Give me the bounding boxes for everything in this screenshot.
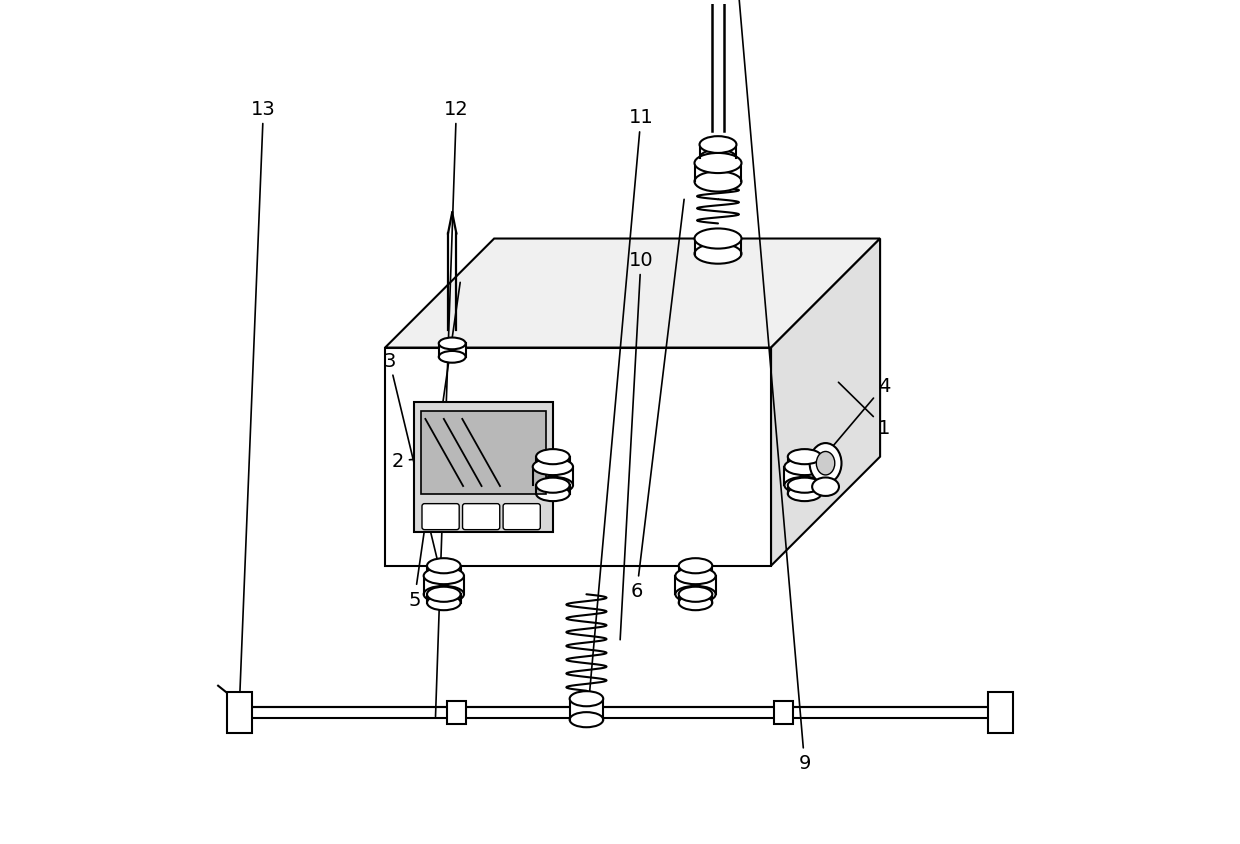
Ellipse shape [785, 477, 825, 494]
Polygon shape [678, 594, 712, 603]
Polygon shape [533, 468, 573, 485]
Polygon shape [787, 457, 821, 468]
Bar [227, 693, 252, 733]
Polygon shape [694, 164, 742, 182]
Ellipse shape [699, 137, 737, 154]
Text: 12: 12 [435, 100, 469, 717]
Ellipse shape [678, 559, 712, 574]
Polygon shape [787, 485, 821, 494]
Text: 3: 3 [383, 351, 443, 584]
Text: 4: 4 [827, 376, 890, 453]
FancyBboxPatch shape [503, 504, 541, 530]
Text: 10: 10 [620, 251, 653, 640]
Polygon shape [694, 239, 742, 254]
Polygon shape [386, 239, 880, 349]
Bar [448, 701, 466, 724]
Bar [414, 403, 553, 533]
Polygon shape [771, 239, 880, 566]
Polygon shape [678, 566, 712, 576]
Polygon shape [676, 576, 715, 594]
Ellipse shape [787, 460, 821, 474]
Ellipse shape [439, 352, 466, 363]
Bar [234, 707, 1006, 718]
Ellipse shape [536, 486, 569, 501]
Bar [774, 701, 792, 724]
Polygon shape [386, 349, 771, 566]
Ellipse shape [787, 486, 821, 501]
Text: 11: 11 [587, 108, 653, 725]
Polygon shape [439, 344, 466, 357]
Ellipse shape [676, 568, 715, 585]
Ellipse shape [569, 691, 603, 706]
Ellipse shape [694, 230, 742, 249]
Text: 13: 13 [238, 100, 275, 731]
Ellipse shape [785, 459, 825, 475]
Polygon shape [785, 468, 825, 485]
Bar [988, 693, 1013, 733]
Ellipse shape [533, 459, 573, 475]
Polygon shape [699, 145, 737, 159]
Ellipse shape [424, 568, 464, 585]
Polygon shape [569, 699, 603, 720]
Ellipse shape [427, 559, 460, 574]
Ellipse shape [694, 244, 742, 264]
Ellipse shape [533, 477, 573, 494]
Text: 9: 9 [739, 1, 811, 772]
Polygon shape [536, 457, 569, 468]
Ellipse shape [439, 338, 466, 350]
FancyBboxPatch shape [463, 504, 500, 530]
FancyBboxPatch shape [422, 504, 459, 530]
Polygon shape [536, 485, 569, 494]
Ellipse shape [427, 569, 460, 584]
Text: 5: 5 [408, 283, 460, 609]
Ellipse shape [787, 450, 821, 465]
Ellipse shape [699, 150, 737, 167]
Ellipse shape [676, 587, 715, 603]
Ellipse shape [810, 444, 842, 484]
Ellipse shape [812, 478, 839, 496]
Ellipse shape [678, 587, 712, 602]
Bar [422, 411, 546, 495]
Ellipse shape [536, 478, 569, 493]
Ellipse shape [694, 172, 742, 192]
Ellipse shape [678, 595, 712, 610]
Text: 6: 6 [631, 200, 684, 601]
Ellipse shape [536, 450, 569, 465]
Polygon shape [424, 576, 464, 594]
Polygon shape [427, 594, 460, 603]
Polygon shape [427, 566, 460, 576]
Ellipse shape [787, 478, 821, 493]
Ellipse shape [569, 712, 603, 728]
Text: 2: 2 [392, 452, 467, 471]
Ellipse shape [816, 452, 835, 475]
Text: 1: 1 [838, 383, 890, 437]
Ellipse shape [694, 154, 742, 174]
Ellipse shape [678, 569, 712, 584]
Ellipse shape [427, 595, 460, 610]
Ellipse shape [536, 460, 569, 474]
Ellipse shape [424, 587, 464, 603]
Ellipse shape [427, 587, 460, 602]
